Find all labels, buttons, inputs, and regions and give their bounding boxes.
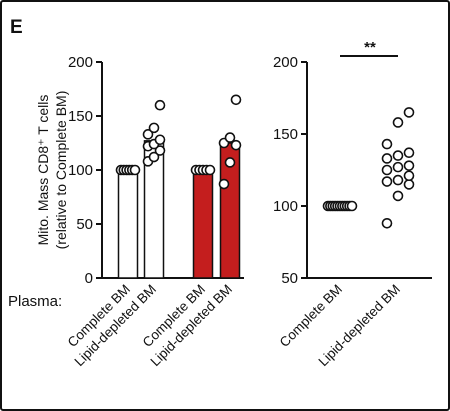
data-point: [154, 145, 166, 156]
bar: [192, 169, 214, 279]
data-point: [154, 99, 166, 111]
left-y-tick-label: 0: [85, 270, 93, 287]
data-point: [204, 164, 216, 176]
data-point: [403, 147, 415, 159]
left-y-tick-label: 150: [68, 108, 93, 125]
data-point: [392, 174, 404, 186]
significance-label: **: [364, 39, 376, 56]
left-y-tick-label: 100: [68, 162, 93, 179]
left-y-tick-label: 200: [68, 54, 93, 71]
data-point: [148, 151, 160, 163]
data-point: [381, 138, 393, 150]
data-point: [224, 132, 236, 143]
plasma-label: Plasma:: [8, 293, 62, 310]
data-point: [230, 94, 242, 106]
bar: [117, 169, 139, 279]
data-point: [148, 122, 160, 134]
data-point: [381, 153, 393, 164]
left-y-tick-label: 50: [76, 216, 93, 233]
right-y-tick-label: 150: [273, 126, 298, 143]
data-point: [403, 107, 415, 118]
data-point: [403, 170, 415, 182]
data-point: [129, 164, 141, 176]
data-point: [392, 161, 404, 173]
data-point: [154, 134, 166, 146]
y-axis-label-line2: (relative to Complete BM): [53, 91, 69, 250]
data-point: [346, 200, 358, 212]
data-point: [403, 160, 415, 171]
data-point: [381, 164, 393, 176]
data-point: [392, 190, 404, 202]
panel-label: E: [10, 17, 23, 38]
right-y-tick-label: 200: [273, 54, 298, 71]
data-point: [142, 129, 154, 140]
data-point: [381, 217, 393, 229]
right-y-tick-label: 100: [273, 198, 298, 215]
data-point: [381, 176, 393, 187]
data-point: [218, 178, 230, 190]
data-point: [230, 139, 242, 151]
right-y-tick-label: 50: [281, 270, 298, 287]
data-point: [224, 157, 236, 168]
data-point: [392, 117, 404, 128]
bar: [219, 142, 241, 279]
data-point: [392, 150, 404, 161]
y-axis-label-line1: Mito. Mass CD8⁺ T cells: [35, 95, 51, 246]
left-chart: Mito. Mass CD8⁺ T cells (relative to Com…: [35, 54, 244, 369]
data-point: [403, 179, 415, 190]
